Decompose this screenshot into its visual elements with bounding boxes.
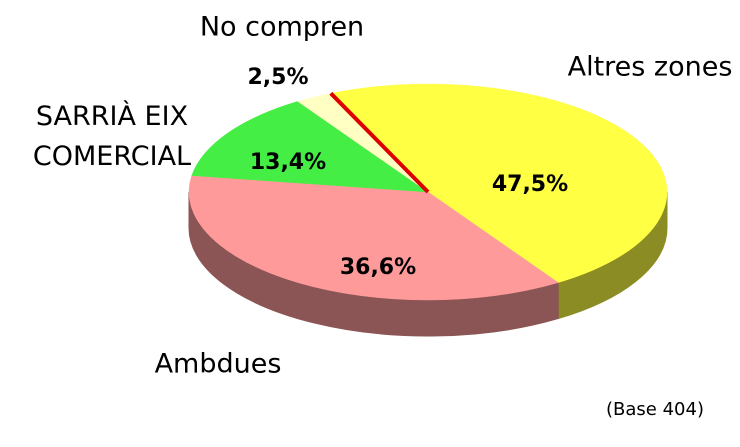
separator-line: [329, 91, 430, 194]
pie-slice: [191, 101, 429, 193]
value-label: 13,4%: [250, 150, 326, 175]
value-label: 47,5%: [492, 172, 568, 197]
pie-slice: [297, 93, 429, 193]
pie-slice: [330, 83, 668, 283]
labels: 47,5% Altres zones 36,6% Ambdues 13,4% SARRIÀ…: [33, 12, 733, 380]
category-label: No compren: [200, 12, 364, 43]
pie-tops: [188, 83, 668, 301]
value-label: 36,6%: [340, 255, 416, 280]
category-label: Ambdues: [155, 349, 282, 380]
category-label: Altres zones: [568, 52, 733, 83]
value-label: 2,5%: [247, 65, 308, 90]
category-label: SARRIÀ EIX COMERCIAL: [33, 100, 191, 172]
base-note: (Base 404): [606, 399, 704, 420]
pie-slice: [188, 175, 559, 301]
